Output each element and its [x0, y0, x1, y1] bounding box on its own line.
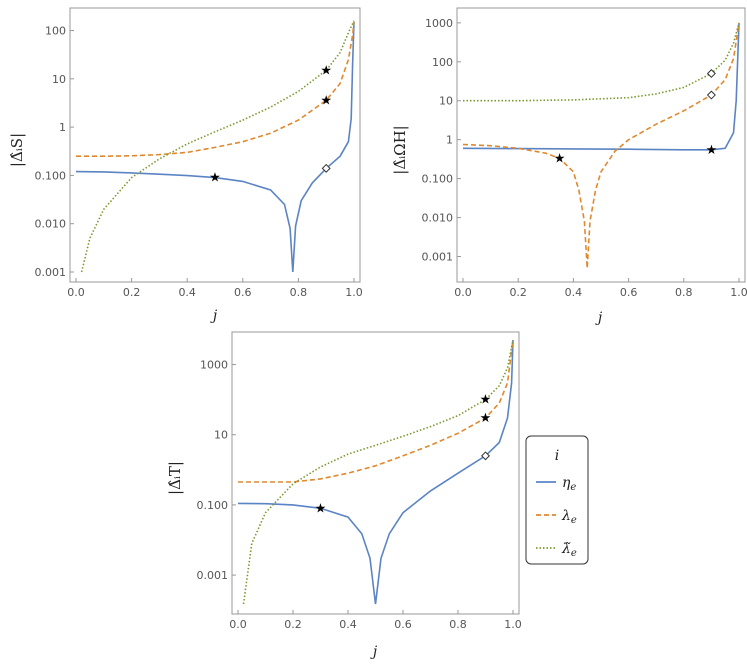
y-tick-label: 0.100: [197, 499, 229, 512]
x-tick-label: 0.8: [449, 618, 467, 631]
y-tick-label: 0.100: [422, 173, 454, 186]
y-tick-label: 10: [214, 429, 228, 442]
y-tick-label: 0.001: [422, 251, 454, 264]
y-tick-label: 1: [59, 121, 66, 134]
y-tick-label: 100: [45, 25, 66, 38]
x-tick-label: 0.2: [284, 618, 302, 631]
y-tick-label: 0.100: [35, 169, 67, 182]
series-line-λe: [462, 22, 740, 269]
y-tick-label: 0.010: [422, 212, 454, 225]
y-axis-label: |Δ̂ᵢT|: [166, 461, 184, 495]
y-tick-label: 0.010: [35, 218, 67, 231]
star-marker: ★: [320, 93, 332, 108]
x-axis-label: j: [595, 310, 603, 326]
series-line-ηe: [237, 339, 514, 605]
panel-entropy: |Δ̂ᵢS| j 0.0 0.2 0.4 0.6 0.8 1.0 0.001 0.010 0.1…: [8, 7, 363, 324]
plot-frame: [69, 7, 361, 283]
y-tick-label: 10: [52, 73, 66, 86]
star-marker: ★: [480, 411, 492, 426]
y-tick-label: 10: [439, 95, 453, 108]
x-tick-label: 0.8: [675, 286, 693, 299]
x-tick-label: 0.4: [339, 618, 357, 631]
x-tick-label: 1.0: [345, 286, 363, 299]
panel-angular-velocity: |Δ̂ᵢΩH| j 0.0 0.2 0.4 0.6 0.8 1.0 0.001 0.010 0.…: [391, 7, 747, 326]
star-marker: ★: [209, 171, 221, 186]
x-tick-label: 0.2: [509, 286, 527, 299]
x-tick-label: 0.2: [123, 286, 141, 299]
star-marker: ★: [706, 143, 718, 158]
x-tick-label: 0.0: [229, 618, 247, 631]
x-axis-label: j: [370, 644, 378, 660]
series-line-λe: [76, 21, 355, 157]
x-tick-label: 0.6: [394, 618, 412, 631]
y-tick-label: 0.001: [35, 266, 67, 279]
plot-frame: [231, 331, 520, 615]
series-line-λ̃e: [463, 22, 740, 102]
x-tick-label: 0.4: [565, 286, 583, 299]
x-tick-label: 0.0: [454, 286, 472, 299]
x-tick-label: 0.6: [620, 286, 638, 299]
y-tick-label: 1: [446, 134, 453, 147]
diamond-marker: [321, 163, 331, 173]
y-axis-label: |Δ̂ᵢS|: [8, 133, 26, 167]
legend-title: i: [555, 448, 559, 464]
star-marker: ★: [315, 501, 327, 516]
y-tick-label: 100: [432, 56, 453, 69]
x-tick-label: 0.4: [178, 286, 196, 299]
panel-temperature: |Δ̂ᵢT| j 0.0 0.2 0.4 0.6 0.8 1.0 0.001 0.100 10 1…: [166, 331, 522, 660]
diamond-marker: [706, 90, 716, 100]
star-marker: ★: [320, 63, 332, 78]
star-marker: ★: [480, 393, 492, 408]
x-tick-label: 1.0: [504, 618, 522, 631]
y-axis-label: |Δ̂ᵢΩH|: [391, 125, 409, 174]
series-line-λ̃e: [242, 339, 514, 605]
series-line-λe: [238, 339, 514, 483]
plot-frame: [456, 7, 746, 283]
x-axis-label: j: [210, 308, 218, 324]
y-tick-label: 1000: [425, 17, 453, 30]
x-tick-label: 0.6: [234, 286, 252, 299]
series-line-ηe: [462, 22, 740, 151]
legend-box: [525, 435, 589, 565]
y-tick-label: 0.001: [197, 569, 229, 582]
diamond-marker: [706, 69, 716, 79]
x-tick-label: 0.8: [290, 286, 308, 299]
series-line-λ̃e: [80, 20, 355, 273]
y-tick-label: 1000: [200, 359, 228, 372]
star-marker: ★: [554, 151, 566, 166]
series-line-ηe: [75, 21, 355, 273]
diamond-marker: [480, 451, 491, 461]
x-tick-label: 1.0: [730, 286, 747, 299]
x-tick-label: 0.0: [67, 286, 85, 299]
